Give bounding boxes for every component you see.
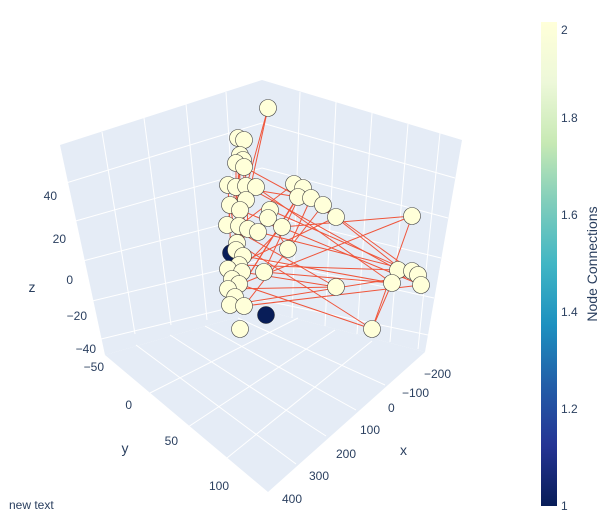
- node-marker[interactable]: [255, 263, 273, 281]
- edge-line: [281, 215, 413, 228]
- z-tick: −40: [76, 342, 97, 356]
- x-tick: 400: [282, 492, 302, 506]
- node-marker[interactable]: [259, 99, 277, 117]
- node-marker[interactable]: [273, 218, 291, 236]
- colorbar-gradient: [541, 22, 557, 506]
- colorbar: 1 1.2 1.4 1.6 1.8 2 Node Connections: [541, 22, 600, 513]
- z-axis-ticks: 40 20 0 −20 −40 z: [29, 189, 97, 356]
- z-tick: 0: [66, 273, 73, 287]
- node-marker[interactable]: [235, 297, 253, 315]
- colorbar-tick: 1.4: [561, 305, 578, 319]
- node-marker[interactable]: [231, 320, 249, 338]
- node-marker[interactable]: [235, 131, 253, 149]
- colorbar-tick: 1.6: [561, 208, 578, 222]
- x-axis-ticks: −200 −100 0 100 200 300 400 x: [282, 367, 451, 506]
- x-tick: 0: [388, 401, 395, 415]
- x-tick: 100: [360, 423, 380, 437]
- node-marker[interactable]: [249, 223, 267, 241]
- y-tick: −50: [84, 360, 105, 374]
- z-tick: −20: [67, 309, 88, 323]
- x-tick: −100: [402, 386, 429, 400]
- x-tick: −200: [424, 367, 451, 381]
- node-marker[interactable]: [314, 196, 332, 214]
- y-axis-ticks: −50 0 50 100 y: [84, 360, 230, 493]
- node-marker[interactable]: [412, 276, 430, 294]
- y-tick: 100: [209, 479, 229, 493]
- node-marker[interactable]: [259, 209, 277, 227]
- node-marker[interactable]: [383, 274, 401, 292]
- colorbar-tick: 1.8: [561, 111, 578, 125]
- annotation-text: new text: [9, 498, 54, 512]
- node-marker[interactable]: [279, 240, 297, 258]
- node-marker[interactable]: [231, 201, 249, 219]
- wall-floor: [105, 310, 425, 492]
- node-marker[interactable]: [327, 208, 345, 226]
- wall-left: [60, 80, 262, 355]
- x-tick: 300: [309, 469, 329, 483]
- scene-walls: [60, 80, 462, 492]
- x-axis-title: x: [400, 442, 407, 458]
- colorbar-title: Node Connections: [584, 206, 600, 321]
- colorbar-tick: 2: [561, 23, 568, 37]
- edge-line: [245, 185, 399, 271]
- colorbar-tick: 1: [561, 499, 568, 513]
- node-marker[interactable]: [257, 306, 275, 324]
- edge-line: [263, 271, 393, 284]
- wall-right: [262, 80, 462, 352]
- z-tick: 40: [44, 189, 58, 203]
- node-marker[interactable]: [327, 278, 345, 296]
- node-marker[interactable]: [235, 158, 253, 176]
- x-tick: 200: [336, 447, 356, 461]
- y-tick: 50: [165, 434, 179, 448]
- z-axis-title: z: [29, 279, 36, 295]
- edge-line: [257, 231, 413, 272]
- nodes: [218, 99, 430, 338]
- edge-line: [238, 283, 373, 330]
- node-marker[interactable]: [247, 178, 265, 196]
- node-marker[interactable]: [403, 207, 421, 225]
- edge-line: [242, 255, 393, 284]
- z-tick: 20: [53, 232, 67, 246]
- node-marker[interactable]: [363, 320, 381, 338]
- colorbar-tick: 1.2: [561, 402, 578, 416]
- y-tick: 0: [125, 398, 132, 412]
- y-axis-title: y: [122, 440, 129, 456]
- edge-line: [255, 186, 393, 284]
